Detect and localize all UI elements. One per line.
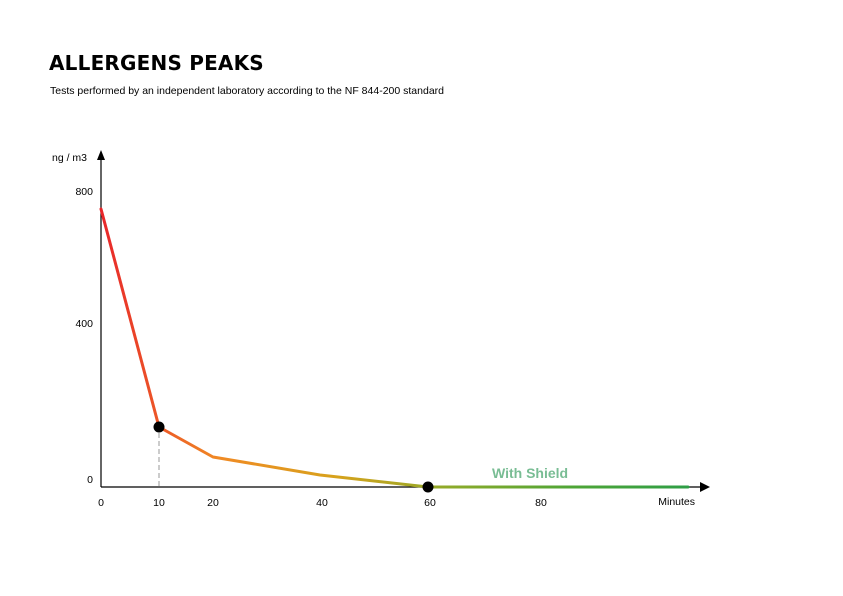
- chart-subtitle: Tests performed by an independent labora…: [50, 85, 444, 97]
- x-tick-label: 40: [316, 497, 328, 509]
- series-layer: [99, 207, 690, 489]
- axes: [97, 150, 710, 492]
- data-point-marker: [422, 481, 434, 493]
- x-tick-label: 10: [153, 497, 165, 509]
- x-tick-label: 0: [98, 497, 104, 509]
- x-tick-label: 20: [207, 497, 219, 509]
- y-tick-label: 0: [87, 474, 93, 486]
- x-tick-label: 80: [535, 497, 547, 509]
- data-point-marker: [153, 421, 165, 433]
- series-line-with-shield: [99, 207, 690, 489]
- chart-title: ALLERGENS PEAKS: [49, 51, 264, 75]
- markers: [153, 421, 434, 493]
- series-label-with-shield: With Shield: [492, 465, 568, 481]
- x-tick-label: 60: [424, 497, 436, 509]
- x-axis-label: Minutes: [658, 496, 695, 508]
- labels: ng / m3 Minutes 0 400 800 0 10 20 40 60 80 With Shi…: [52, 152, 695, 509]
- x-axis-arrow: [700, 482, 710, 492]
- y-axis-arrow: [97, 150, 105, 160]
- y-tick-label: 800: [75, 186, 93, 198]
- y-tick-label: 400: [75, 318, 93, 330]
- y-axis-label: ng / m3: [52, 152, 87, 164]
